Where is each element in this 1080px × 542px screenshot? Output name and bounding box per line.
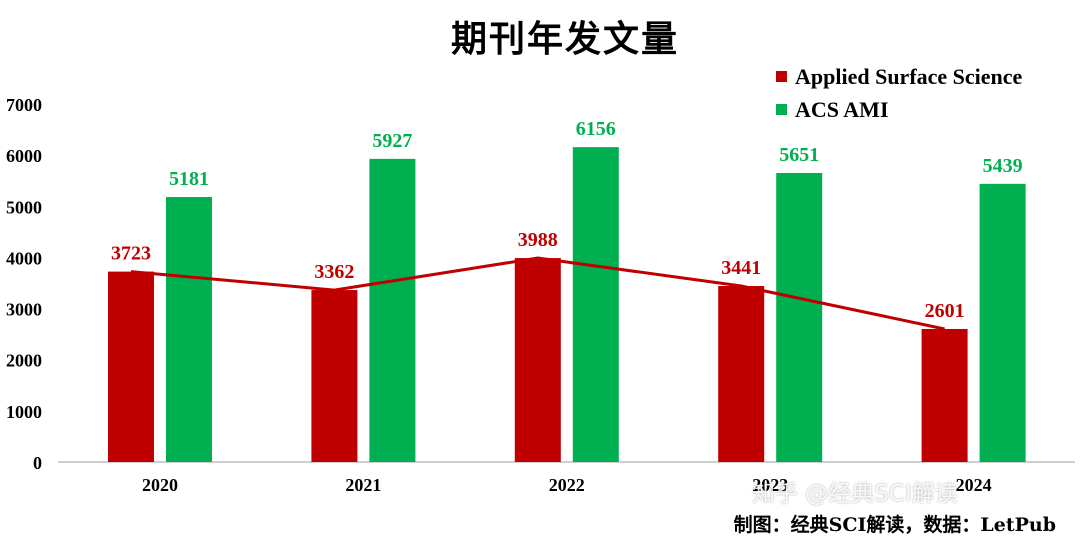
y-tick-label: 5000 (6, 197, 42, 217)
legend-label: ACS AMI (795, 96, 889, 122)
x-tick-label: 2022 (549, 475, 585, 495)
y-tick-label: 3000 (6, 300, 42, 320)
legend-item-acs-ami: ACS AMI (776, 93, 1022, 126)
bar-applied-surface-science (514, 258, 561, 462)
chart-title: 期刊年发文量 (450, 18, 679, 60)
data-label-applied-surface-science: 2601 (925, 300, 965, 322)
bar-applied-surface-science (108, 271, 154, 462)
bar-acs-ami (369, 158, 416, 462)
data-label-applied-surface-science: 3988 (518, 229, 558, 251)
bar-acs-ami (166, 197, 212, 462)
legend-swatch-green (776, 104, 787, 115)
x-tick-label: 2023 (752, 475, 788, 495)
data-label-acs-ami: 5651 (779, 144, 819, 166)
bar-applied-surface-science (921, 328, 968, 462)
x-tick-label: 2021 (345, 475, 381, 495)
y-tick-label: 6000 (6, 146, 42, 166)
data-label-acs-ami: 5927 (372, 130, 412, 152)
bar-acs-ami (572, 147, 619, 463)
bar-acs-ami (979, 183, 1026, 463)
bar-applied-surface-science (718, 286, 765, 462)
bar-acs-ami (776, 172, 823, 463)
data-label-applied-surface-science: 3362 (314, 261, 354, 283)
y-tick-label: 0 (33, 453, 42, 473)
y-tick-label: 1000 (6, 402, 42, 422)
data-label-applied-surface-science: 3723 (111, 243, 151, 265)
x-tick-label: 2024 (956, 475, 992, 495)
legend-label: Applied Surface Science (795, 63, 1023, 89)
watermark: 知乎 @经典SCI解读 (752, 481, 958, 507)
chart-credit: 制图：经典SCI解读，数据：LetPub (733, 514, 1056, 536)
y-tick-label: 7000 (6, 95, 42, 115)
data-label-acs-ami: 5181 (169, 168, 209, 190)
x-tick-label: 2020 (142, 475, 178, 495)
data-label-acs-ami: 5439 (983, 155, 1023, 177)
bar-applied-surface-science (311, 290, 358, 462)
y-tick-label: 2000 (6, 351, 42, 371)
data-label-acs-ami: 6156 (576, 118, 616, 140)
data-label-applied-surface-science: 3441 (721, 257, 761, 279)
y-tick-label: 4000 (6, 248, 42, 268)
legend: Applied Surface Science ACS AMI (776, 60, 1022, 126)
legend-swatch-red (776, 71, 787, 82)
trend-line-applied-surface-science (130, 256, 945, 331)
legend-item-applied-surface-science: Applied Surface Science (776, 60, 1022, 93)
